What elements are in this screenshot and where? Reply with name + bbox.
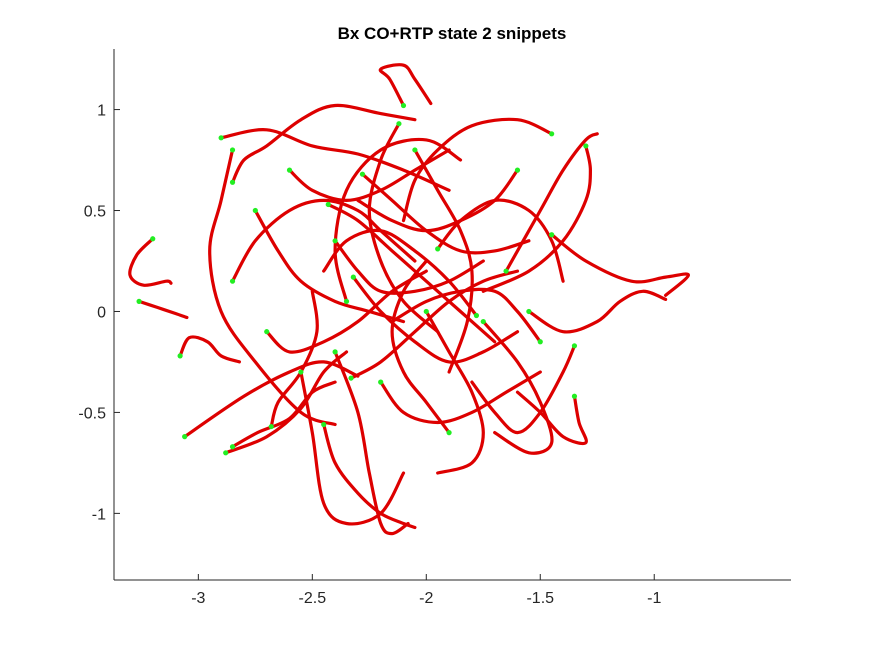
x-tick-label: -2 — [419, 590, 433, 607]
trajectory-line — [424, 309, 485, 475]
trajectory-line — [401, 117, 554, 223]
start-point-marker — [549, 131, 555, 137]
start-point-marker — [480, 318, 486, 325]
start-point-marker — [182, 434, 188, 440]
start-point-marker — [229, 278, 236, 284]
start-point-marker — [325, 201, 331, 208]
start-point-marker — [348, 375, 354, 381]
start-point-marker — [252, 207, 258, 214]
trajectory-line — [349, 269, 520, 380]
trajectory-line — [379, 370, 542, 425]
trajectory-line — [515, 390, 588, 446]
start-point-marker — [446, 430, 452, 436]
start-point-marker — [583, 143, 589, 149]
start-point-marker — [136, 298, 142, 304]
chart-title: Bx CO+RTP state 2 snippets — [338, 24, 567, 43]
trajectory-line — [178, 335, 241, 364]
trajectory-line — [436, 198, 565, 283]
start-point-marker — [537, 339, 543, 345]
trajectory-line — [390, 259, 451, 435]
start-markers — [136, 102, 589, 456]
trajectory-line — [481, 320, 554, 455]
trajectories — [128, 63, 690, 536]
start-point-marker — [150, 236, 156, 242]
x-tick-label: -1.5 — [526, 590, 554, 607]
x-tick-label: -1 — [647, 590, 661, 607]
trajectory-line — [333, 239, 485, 295]
start-point-marker — [400, 102, 407, 109]
start-point-marker — [177, 353, 183, 359]
y-tick-label: 0 — [97, 304, 106, 321]
start-point-marker — [378, 379, 384, 385]
trajectory-line — [299, 370, 406, 526]
start-point-marker — [571, 343, 578, 349]
start-point-marker — [473, 312, 480, 319]
start-point-marker — [218, 135, 224, 141]
start-point-marker — [503, 268, 509, 274]
trajectory-line — [481, 144, 592, 293]
trajectory-line — [390, 287, 542, 344]
trajectory-line — [326, 202, 497, 344]
start-point-marker — [435, 246, 441, 252]
start-point-marker — [549, 232, 555, 238]
trajectory-line — [183, 360, 360, 439]
ticks: -3 -2.5 -2 -1.5 -1 -1 -0.5 0 0.5 1 — [78, 103, 661, 607]
y-tick-label: 1 — [97, 103, 106, 120]
start-point-marker — [268, 423, 274, 430]
start-point-marker — [332, 238, 338, 244]
start-point-marker — [229, 147, 236, 153]
start-point-marker — [359, 171, 366, 177]
trajectory-line — [351, 275, 520, 364]
trajectory-line — [219, 128, 451, 192]
start-point-marker — [229, 179, 236, 185]
trajectory-line — [550, 233, 690, 297]
trajectory-line — [230, 380, 337, 449]
start-point-marker — [343, 298, 350, 304]
start-point-marker — [332, 349, 338, 355]
trajectory-line — [470, 344, 577, 435]
start-point-marker — [321, 421, 327, 428]
y-tick-label: 0.5 — [84, 204, 106, 221]
trajectory-line — [265, 269, 428, 354]
trajectory-line — [367, 122, 440, 334]
start-point-marker — [412, 147, 418, 153]
trajectory-line — [356, 168, 520, 233]
start-point-marker — [286, 167, 293, 173]
start-point-marker — [396, 121, 402, 127]
start-point-marker — [571, 393, 578, 399]
trajectory-line — [322, 228, 478, 318]
trajectory-line — [527, 289, 668, 334]
trajectory-line — [230, 103, 417, 184]
y-tick-label: -0.5 — [78, 405, 106, 422]
trajectory-line — [208, 148, 337, 427]
trajectory-line — [287, 148, 451, 202]
start-point-marker — [264, 329, 270, 335]
trajectory-line — [137, 299, 189, 320]
x-tick-label: -3 — [191, 590, 205, 607]
trajectory-line — [128, 237, 173, 287]
start-point-marker — [298, 369, 304, 375]
trajectory-line — [333, 350, 410, 536]
trajectory-line — [253, 208, 406, 324]
y-tick-label: -1 — [92, 506, 106, 523]
x-tick-label: -2.5 — [299, 590, 327, 607]
trajectory-line — [413, 148, 474, 374]
trajectory-line — [378, 63, 433, 108]
start-point-marker — [526, 308, 532, 315]
trajectory-line — [504, 132, 599, 273]
start-point-marker — [514, 167, 521, 173]
start-point-marker — [223, 450, 229, 456]
axes — [113, 49, 791, 581]
start-point-marker — [229, 444, 236, 450]
start-point-marker — [350, 274, 356, 280]
start-point-marker — [423, 308, 429, 315]
